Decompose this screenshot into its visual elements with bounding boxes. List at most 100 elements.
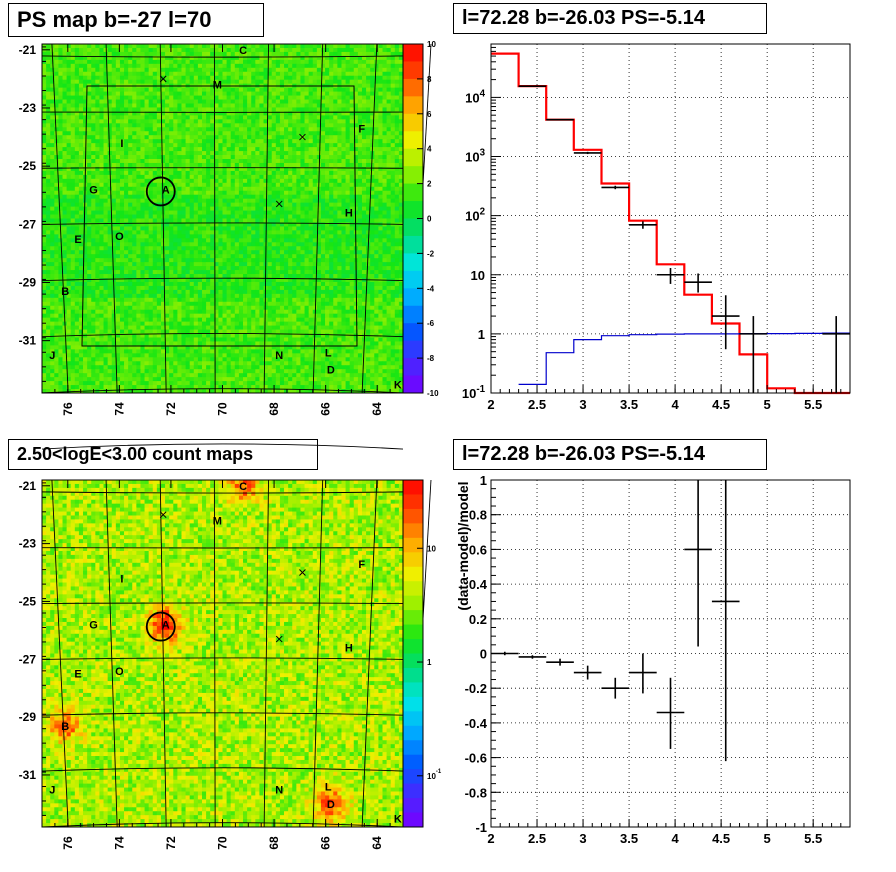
heatmap-cell (361, 44, 367, 49)
heatmap-cell (87, 67, 92, 73)
heatmap-cell (349, 147, 355, 152)
heatmap-cell (222, 254, 227, 259)
heatmap-cell (83, 266, 88, 271)
heatmap-cell (284, 99, 289, 104)
heatmap-cell (99, 262, 104, 267)
heatmap-cell (333, 159, 338, 164)
heatmap-cell (189, 91, 195, 96)
heatmap-cell (267, 214, 273, 219)
heatmap-cell (267, 147, 273, 152)
heatmap-cell (54, 151, 59, 156)
heatmap-cell (99, 218, 104, 223)
heatmap-cell (210, 186, 215, 192)
heatmap-cell (329, 234, 334, 239)
heatmap-cell (357, 55, 363, 61)
heatmap-cell (357, 99, 363, 104)
heatmap-cell (325, 135, 330, 140)
heatmap-cell (193, 174, 199, 180)
heatmap-cell (234, 135, 240, 140)
heatmap-cell (62, 155, 68, 160)
heatmap-cell (115, 170, 121, 176)
heatmap-cell (189, 266, 195, 271)
heatmap-cell (304, 230, 310, 235)
heatmap-cell (304, 103, 310, 108)
heatmap-cell (288, 170, 293, 176)
heatmap-cell (103, 63, 109, 69)
heatmap-cell (333, 234, 338, 239)
heatmap-cell (103, 210, 109, 215)
heatmap-cell (337, 250, 342, 255)
heatmap-cell (234, 174, 240, 180)
heatmap-cell (255, 95, 260, 100)
heatmap-cell (288, 162, 293, 168)
heatmap-cell (132, 206, 137, 211)
heatmap-cell (197, 202, 203, 208)
heatmap-cell (62, 115, 68, 120)
heatmap-cell (341, 63, 346, 69)
heatmap-cell (197, 194, 203, 200)
heatmap-cell (222, 151, 227, 156)
heatmap-cell (140, 214, 145, 219)
heatmap-cell (238, 266, 244, 271)
heatmap-cell (333, 238, 338, 243)
heatmap-cell (337, 155, 342, 160)
heatmap-cell (193, 266, 199, 271)
heatmap-cell (181, 87, 186, 92)
heatmap-cell (189, 119, 195, 124)
heatmap-cell (62, 178, 68, 184)
heatmap-cell (201, 115, 207, 120)
heatmap-cell (99, 67, 104, 73)
heatmap-cell (152, 159, 158, 164)
heatmap-cell (58, 174, 63, 180)
heatmap-cell (144, 170, 150, 176)
heatmap-cell (325, 123, 330, 128)
heatmap-cell (156, 246, 162, 251)
heatmap-cell (390, 210, 396, 215)
heatmap-cell (218, 254, 223, 259)
heatmap-cell (210, 262, 215, 267)
heatmap-cell (247, 75, 252, 81)
heatmap-cell (316, 147, 322, 152)
heatmap-cell (263, 123, 269, 128)
heatmap-cell (78, 143, 84, 148)
heatmap-cell (124, 166, 129, 172)
heatmap-cell (111, 55, 117, 61)
heatmap-cell (144, 59, 150, 65)
heatmap-cell (370, 123, 375, 128)
heatmap-cell (337, 246, 342, 251)
heatmap-cell (165, 71, 170, 77)
heatmap-cell (206, 190, 211, 196)
heatmap-cell (345, 87, 351, 92)
heatmap-cell (87, 258, 92, 263)
heatmap-cell (308, 206, 314, 211)
heatmap-cell (337, 63, 342, 69)
heatmap-cell (119, 151, 125, 156)
heatmap-cell (292, 67, 297, 73)
heatmap-cell (238, 170, 244, 176)
heatmap-cell (181, 107, 186, 112)
heatmap-cell (206, 262, 211, 267)
heatmap-cell (156, 238, 162, 243)
heatmap-cell (316, 214, 322, 219)
heatmap-cell (177, 162, 182, 168)
heatmap-cell (132, 262, 137, 267)
heatmap-cell (292, 159, 297, 164)
heatmap-cell (99, 166, 104, 172)
heatmap-cell (181, 119, 186, 124)
heatmap-cell (279, 250, 285, 255)
heatmap-cell (148, 155, 154, 160)
heatmap-cell (46, 147, 51, 152)
heatmap-cell (91, 159, 96, 164)
heatmap-cell (349, 79, 355, 85)
heatmap-cell (189, 75, 195, 81)
heatmap-cell (247, 99, 252, 104)
heatmap-cell (136, 178, 141, 184)
heatmap-cell (382, 147, 387, 152)
heatmap-cell (181, 139, 186, 144)
heatmap-cell (300, 230, 305, 235)
heatmap-cell (169, 222, 174, 227)
heatmap-cell (308, 139, 314, 144)
heatmap-cell (193, 71, 199, 77)
heatmap-cell (111, 91, 117, 96)
heatmap-cell (374, 107, 379, 112)
